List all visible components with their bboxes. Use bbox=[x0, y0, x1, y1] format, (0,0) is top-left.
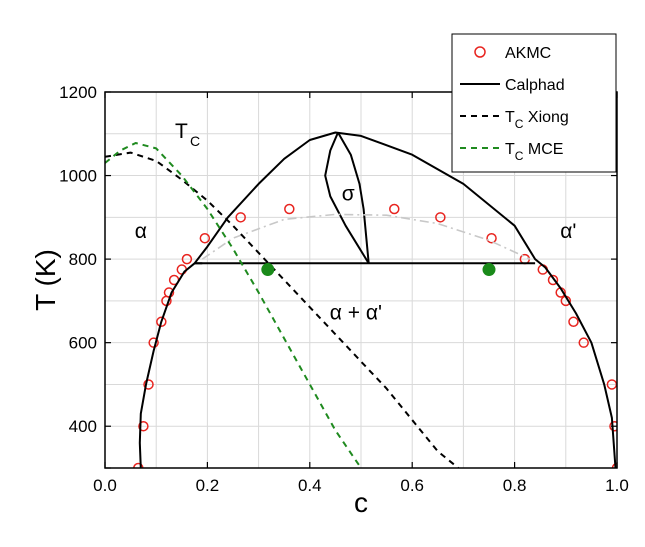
akmc-point bbox=[435, 212, 446, 223]
legend-label: Calphad bbox=[505, 77, 565, 94]
y-tick-label: 600 bbox=[69, 334, 97, 353]
x-tick-label: 0.8 bbox=[503, 476, 527, 495]
tc-label-sub: C bbox=[190, 133, 200, 149]
series-line-calphad bbox=[324, 132, 370, 264]
akmc-point bbox=[143, 379, 154, 390]
x-tick-label: 0.6 bbox=[400, 476, 424, 495]
region-label: α + α' bbox=[330, 302, 382, 325]
series-line-tc-mce bbox=[105, 142, 362, 468]
x-tick-label: 0.2 bbox=[196, 476, 220, 495]
akmc-point bbox=[568, 316, 579, 328]
akmc-point bbox=[181, 253, 193, 265]
series-line-calphad bbox=[337, 132, 370, 264]
x-tick-label: 0.4 bbox=[298, 476, 322, 495]
axis-ticks: 0.0 0.2 0.4 0.6 0.8 1.0 400 600 800 1000 1200 bbox=[59, 83, 629, 495]
filled-marker bbox=[482, 263, 496, 277]
region-label: α bbox=[135, 220, 147, 243]
legend-marker-akmc bbox=[474, 46, 486, 58]
legend: AKMC Calphad TC Xiong TC MCE bbox=[451, 33, 617, 173]
akmc-point bbox=[547, 274, 559, 286]
akmc-point bbox=[389, 203, 400, 215]
x-axis-title: c bbox=[354, 487, 368, 518]
region-labels: α α' σ α + α' bbox=[135, 183, 577, 325]
region-label: σ bbox=[342, 183, 355, 206]
region-label: α' bbox=[560, 220, 576, 243]
series-layer bbox=[105, 131, 617, 468]
legend-label: AKMC bbox=[505, 45, 551, 62]
akmc-point bbox=[284, 203, 295, 215]
akmc-point bbox=[235, 212, 246, 223]
legend-label: TC Xiong bbox=[505, 109, 569, 131]
filled-marker bbox=[261, 263, 275, 277]
tc-label-main: T bbox=[175, 120, 188, 143]
akmc-point bbox=[138, 420, 149, 432]
y-tick-label: 400 bbox=[69, 417, 97, 436]
akmc-point bbox=[199, 232, 211, 244]
akmc-point bbox=[133, 462, 144, 468]
tc-label: T C bbox=[175, 120, 200, 149]
series-line-calphad bbox=[138, 131, 617, 468]
y-tick-label: 800 bbox=[69, 250, 97, 269]
y-tick-label: 1000 bbox=[59, 167, 97, 186]
akmc-point bbox=[486, 232, 497, 244]
y-tick-label: 1200 bbox=[59, 83, 97, 102]
akmc-point bbox=[578, 337, 589, 348]
plot-frame bbox=[104, 91, 618, 469]
legend-label: TC MCE bbox=[505, 141, 563, 163]
x-tick-label: 1.0 bbox=[605, 476, 629, 495]
y-axis-title: T (K) bbox=[30, 249, 61, 311]
akmc-point bbox=[156, 316, 167, 328]
akmc-point bbox=[609, 420, 617, 432]
x-tick-label: 0.0 bbox=[93, 476, 117, 495]
